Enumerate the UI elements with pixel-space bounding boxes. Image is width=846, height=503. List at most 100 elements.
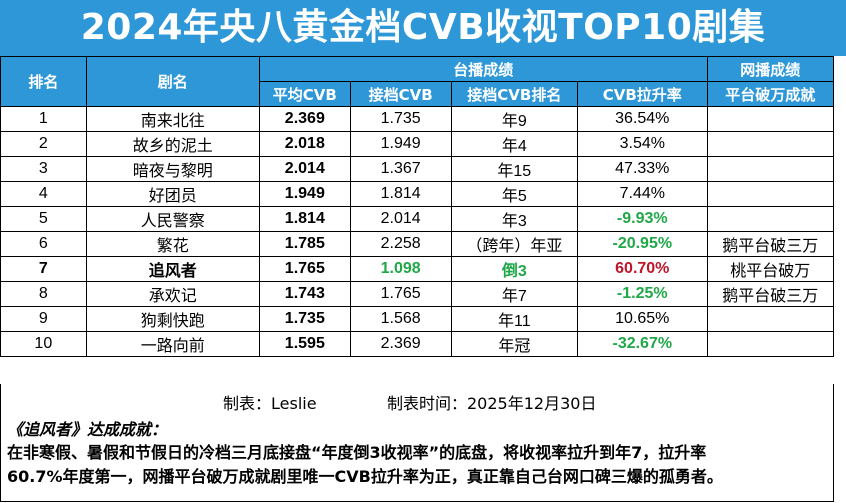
rank-cell: 10 <box>0 331 87 357</box>
name-cell: 故乡的泥土 <box>85 131 260 157</box>
achievement-title: 《追风者》达成成就： <box>7 420 168 439</box>
rise-cell: -32.67% <box>577 331 708 357</box>
rise-cell: 47.33% <box>577 156 708 182</box>
table-row: 1 南来北往 2.369 1.735 年9 36.54% <box>0 106 835 132</box>
rise-cell: 10.65% <box>577 306 708 332</box>
rise-cell: 36.54% <box>577 106 708 132</box>
table-row: 3 暗夜与黎明 2.014 1.367 年15 47.33% <box>0 156 835 182</box>
web-cell <box>706 306 835 332</box>
table-body: 1 南来北往 2.369 1.735 年9 36.54% 2 故乡的泥土 2.018 1.949 年… <box>0 106 835 357</box>
web-cell: 鹅平台破三万 <box>706 281 835 307</box>
header-row-2: 平均CVB 接档CVB 接档CVB排名 CVB拉升率 平台破万成就 <box>0 81 835 107</box>
avg-cvb-cell: 1.949 <box>258 181 351 207</box>
table-row: 9 狗剩快跑 1.735 1.568 年11 10.65% <box>0 306 835 332</box>
lead-rank-cell: 年5 <box>450 181 579 207</box>
rise-cell: 3.54% <box>577 131 708 157</box>
footer-panel: 制表：Leslie 制表时间：2025年12月30日 《追风者》达成成就： 在非… <box>0 384 834 502</box>
avg-cvb-cell: 1.735 <box>258 306 351 332</box>
avg-cvb-cell: 1.814 <box>258 206 351 232</box>
name-cell: 好团员 <box>85 181 260 207</box>
lead-rank-cell: 倒3 <box>450 256 579 282</box>
achievement-line-1: 在非寒假、暑假和节假日的冷档三月底接盘“年度倒3收视率”的底盘，将收视率拉升到年… <box>7 443 707 462</box>
lead-rank-cell: （跨年）年亚 <box>450 231 579 257</box>
name-cell: 人民警察 <box>85 206 260 232</box>
avg-cvb-cell: 1.743 <box>258 281 351 307</box>
lead-cvb-cell: 2.014 <box>349 206 452 232</box>
header-web: 平台破万成就 <box>706 81 835 107</box>
web-cell <box>706 181 835 207</box>
avg-cvb-cell: 1.765 <box>258 256 351 282</box>
avg-cvb-cell: 2.014 <box>258 156 351 182</box>
lead-cvb-cell: 1.568 <box>349 306 452 332</box>
header-avg-cvb: 平均CVB <box>258 81 351 107</box>
lead-cvb-cell: 1.949 <box>349 131 452 157</box>
web-cell <box>706 156 835 182</box>
lead-cvb-cell: 1.765 <box>349 281 452 307</box>
rank-cell: 8 <box>0 281 87 307</box>
table-row: 6 繁花 1.785 2.258 （跨年）年亚 -20.95% 鹅平台破三万 <box>0 231 835 257</box>
rank-cell: 3 <box>0 156 87 182</box>
lead-cvb-cell: 1.814 <box>349 181 452 207</box>
rise-cell: -9.93% <box>577 206 708 232</box>
header-lead-cvb: 接档CVB <box>349 81 452 107</box>
name-cell: 南来北往 <box>85 106 260 132</box>
lead-rank-cell: 年4 <box>450 131 579 157</box>
header-rank: 排名 <box>0 56 87 107</box>
web-cell: 桃平台破万 <box>706 256 835 282</box>
rank-cell: 6 <box>0 231 87 257</box>
lead-cvb-cell: 2.369 <box>349 331 452 357</box>
lead-cvb-cell: 1.367 <box>349 156 452 182</box>
rise-cell: 7.44% <box>577 181 708 207</box>
table-row: 2 故乡的泥土 2.018 1.949 年4 3.54% <box>0 131 835 157</box>
avg-cvb-cell: 2.018 <box>258 131 351 157</box>
table-row: 5 人民警察 1.814 2.014 年3 -9.93% <box>0 206 835 232</box>
web-cell <box>706 206 835 232</box>
name-cell: 一路向前 <box>85 331 260 357</box>
rank-cell: 2 <box>0 131 87 157</box>
avg-cvb-cell: 2.369 <box>258 106 351 132</box>
rise-cell: -1.25% <box>577 281 708 307</box>
ranking-table: 排名 剧名 台播成绩 网播成绩 平均CVB 接档CVB 接档CVB排名 CVB拉… <box>0 56 835 357</box>
header-lead-rank: 接档CVB排名 <box>450 81 579 107</box>
web-cell: 鹅平台破三万 <box>706 231 835 257</box>
table-row: 10 一路向前 1.595 2.369 年冠 -32.67% <box>0 331 835 357</box>
lead-rank-cell: 年冠 <box>450 331 579 357</box>
rise-cell: -20.95% <box>577 231 708 257</box>
table-row: 7 追风者 1.765 1.098 倒3 60.70% 桃平台破万 <box>0 256 835 282</box>
web-cell <box>706 106 835 132</box>
rank-cell: 1 <box>0 106 87 132</box>
rise-cell: 60.70% <box>577 256 708 282</box>
rank-cell: 9 <box>0 306 87 332</box>
table-row: 4 好团员 1.949 1.814 年5 7.44% <box>0 181 835 207</box>
header-row-1: 排名 剧名 台播成绩 网播成绩 <box>0 56 835 107</box>
header-tv-group: 台播成绩 <box>258 56 708 82</box>
header-name: 剧名 <box>85 56 260 107</box>
name-cell: 狗剩快跑 <box>85 306 260 332</box>
name-cell: 承欢记 <box>85 281 260 307</box>
header-web-group: 网播成绩 <box>706 56 835 82</box>
name-cell: 追风者 <box>85 256 260 282</box>
rank-cell: 7 <box>0 256 87 282</box>
lead-rank-cell: 年7 <box>450 281 579 307</box>
rank-cell: 4 <box>0 181 87 207</box>
rank-cell: 5 <box>0 206 87 232</box>
web-cell <box>706 131 835 157</box>
maker-label: 制表：Leslie <box>223 394 317 413</box>
header-rise: CVB拉升率 <box>577 81 708 107</box>
page-title: 2024年央八黄金档CVB收视TOP10剧集 <box>0 0 846 56</box>
web-cell <box>706 331 835 357</box>
name-cell: 暗夜与黎明 <box>85 156 260 182</box>
lead-rank-cell: 年11 <box>450 306 579 332</box>
avg-cvb-cell: 1.785 <box>258 231 351 257</box>
lead-rank-cell: 年9 <box>450 106 579 132</box>
lead-rank-cell: 年15 <box>450 156 579 182</box>
avg-cvb-cell: 1.595 <box>258 331 351 357</box>
lead-cvb-cell: 2.258 <box>349 231 452 257</box>
lead-cvb-cell: 1.735 <box>349 106 452 132</box>
achievement-line-2: 60.7%年度第一，网播平台破万成就剧里唯一CVB拉升率为正，真正靠自己台网口碑… <box>7 467 723 486</box>
lead-rank-cell: 年3 <box>450 206 579 232</box>
date-label: 制表时间：2025年12月30日 <box>387 394 597 413</box>
table-row: 8 承欢记 1.743 1.765 年7 -1.25% 鹅平台破三万 <box>0 281 835 307</box>
lead-cvb-cell: 1.098 <box>349 256 452 282</box>
name-cell: 繁花 <box>85 231 260 257</box>
